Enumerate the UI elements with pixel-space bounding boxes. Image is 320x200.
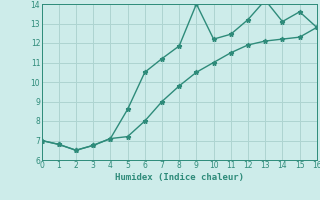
X-axis label: Humidex (Indice chaleur): Humidex (Indice chaleur) bbox=[115, 173, 244, 182]
